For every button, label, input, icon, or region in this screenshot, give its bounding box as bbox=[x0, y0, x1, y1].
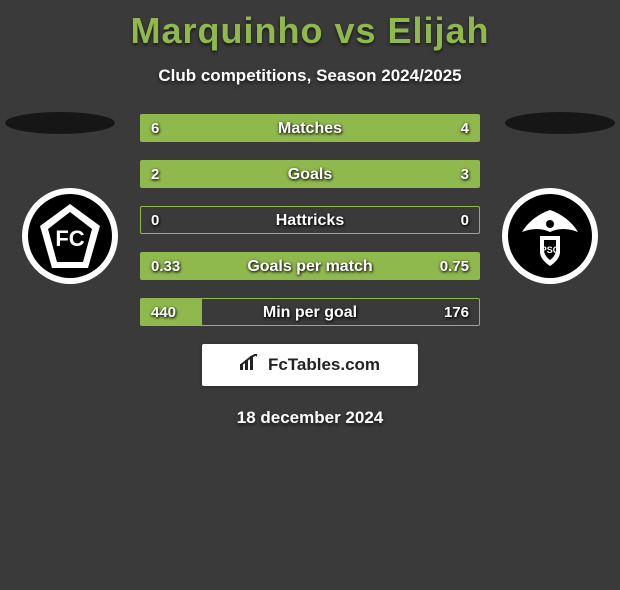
stat-value-right: 0 bbox=[461, 207, 469, 235]
svg-text:PSC: PSC bbox=[541, 245, 560, 255]
stat-row: 2Goals3 bbox=[140, 160, 480, 188]
stat-row: 0.33Goals per match0.75 bbox=[140, 252, 480, 280]
stat-value-right: 0.75 bbox=[440, 253, 469, 281]
stat-bars: 6Matches4 2Goals3 0Hattricks0 0.33Goals per… bbox=[140, 114, 480, 326]
stat-label: Goals bbox=[141, 161, 479, 189]
stat-value-right: 4 bbox=[461, 115, 469, 143]
stat-value-right: 3 bbox=[461, 161, 469, 189]
player-shadow-right bbox=[505, 112, 615, 134]
page-subtitle: Club competitions, Season 2024/2025 bbox=[0, 66, 620, 86]
stat-label: Min per goal bbox=[141, 299, 479, 327]
svg-text:FC: FC bbox=[55, 226, 84, 251]
stat-label: Matches bbox=[141, 115, 479, 143]
stat-label: Hattricks bbox=[141, 207, 479, 235]
portimonense-badge: PSC bbox=[500, 186, 600, 286]
infographic-root: Marquinho vs Elijah Club competitions, S… bbox=[0, 10, 620, 428]
stat-row: 0Hattricks0 bbox=[140, 206, 480, 234]
infographic-date: 18 december 2024 bbox=[0, 408, 620, 428]
branding-text: FcTables.com bbox=[268, 355, 380, 375]
branding-badge[interactable]: FcTables.com bbox=[202, 344, 418, 386]
chart-icon bbox=[240, 354, 268, 377]
player-shadow-left bbox=[5, 112, 115, 134]
stat-row: 440Min per goal176 bbox=[140, 298, 480, 326]
stat-label: Goals per match bbox=[141, 253, 479, 281]
page-title: Marquinho vs Elijah bbox=[0, 10, 620, 52]
stat-row: 6Matches4 bbox=[140, 114, 480, 142]
comparison-main: FC PSC 6Matches4 2Goals3 0Hattricks0 0.33Go… bbox=[0, 114, 620, 428]
academico-viseu-badge: FC bbox=[20, 186, 120, 286]
stat-value-right: 176 bbox=[444, 299, 469, 327]
